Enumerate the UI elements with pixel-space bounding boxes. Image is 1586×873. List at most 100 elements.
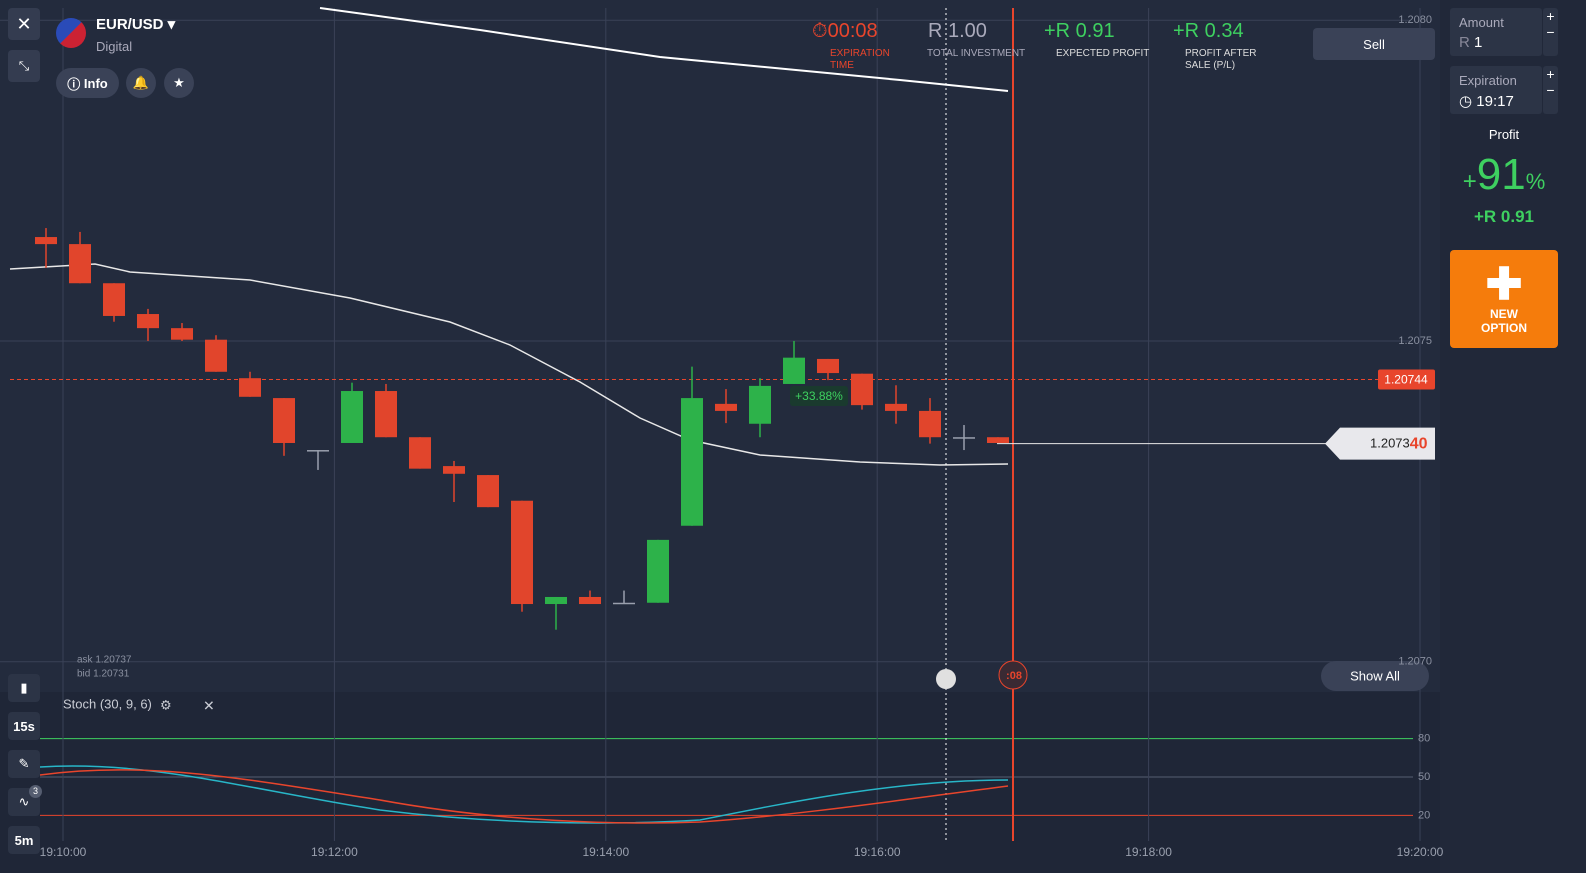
moving-average <box>9 263 1009 466</box>
draw-button[interactable]: ✎ <box>8 750 40 778</box>
investment-label: TOTAL INVESTMENT <box>927 48 1026 59</box>
timer-badge: :08 <box>1006 670 1022 682</box>
profit-amount: +R 0.91 <box>1473 207 1534 226</box>
current-price: 1.207340 <box>1370 436 1428 453</box>
candle-body <box>443 466 465 474</box>
alert-button[interactable]: 🔔 <box>126 68 156 98</box>
amount-box[interactable]: Amount R 1 <box>1450 8 1542 56</box>
indicator-bg <box>0 692 1440 873</box>
y-tick-label: 1.2075 <box>1398 335 1432 347</box>
amount-stepper[interactable]: + − <box>1543 8 1558 56</box>
candle-body <box>545 596 567 605</box>
timer-value: 00:08 <box>827 20 878 42</box>
expiration[interactable]: ◷ 19:17 <box>1459 93 1514 110</box>
expiration-stepper[interactable]: + − <box>1543 66 1558 114</box>
amount-label: Amount <box>1459 15 1504 30</box>
info-button[interactable]: ⓘ Info <box>56 68 119 98</box>
candle-body <box>987 437 1009 443</box>
asset[interactable]: EUR/USD <box>96 16 164 33</box>
favorite-button[interactable]: ★ <box>164 68 194 98</box>
price-main: 1.2073 <box>1370 436 1410 451</box>
profit-sign: + <box>1462 168 1477 195</box>
candle-body <box>409 437 431 469</box>
timer-label: EXPIRATION TIME <box>830 48 890 71</box>
candle-body <box>35 237 57 245</box>
strike-label: 1.20744 <box>1384 373 1428 387</box>
y-tick-label: 1.2070 <box>1398 656 1432 668</box>
candle-body <box>273 398 295 443</box>
stoch-k <box>39 765 1009 824</box>
candle-body <box>749 385 771 424</box>
expected-profit: +R 0.91 <box>1044 20 1115 42</box>
x-tick-label: 19:10:00 <box>40 845 87 859</box>
x-tick-label: 19:20:00 <box>1397 845 1444 859</box>
candle-body <box>375 391 397 438</box>
percent-sign: % <box>1525 169 1546 194</box>
trade-label: +33.88% <box>795 389 843 403</box>
candle-body <box>715 403 737 411</box>
indicator-name: Stoch (30, 9, 6) <box>63 696 152 711</box>
x-tick-label: 19:16:00 <box>854 845 901 859</box>
show-all-button[interactable] <box>1321 661 1429 691</box>
candle-body <box>885 403 907 411</box>
ask: ask 1.20737 <box>77 655 132 666</box>
current-price-tag <box>1325 427 1435 460</box>
candle-body <box>851 373 873 406</box>
expiration-box[interactable]: Expiration ◷ 19:17 <box>1450 66 1542 114</box>
candle-body <box>783 357 805 384</box>
price-last: 40 <box>1410 436 1428 453</box>
asset-name[interactable]: EUR/USD ▾ <box>96 16 176 33</box>
close-icon[interactable]: ✕ <box>203 698 215 714</box>
investment: R 1.00 <box>928 20 987 42</box>
stoch-level-label: 50 <box>1418 771 1430 783</box>
candle-body <box>103 283 125 316</box>
collapse-button[interactable]: ⤡ <box>8 50 40 82</box>
new-option-button[interactable]: ✚ NEW OPTION <box>1450 250 1558 348</box>
strike-label-bg <box>1378 369 1435 390</box>
bid: bid 1.20731 <box>77 669 130 680</box>
timer-badge-bg <box>998 660 1028 690</box>
show-all[interactable]: Show All <box>1350 668 1400 683</box>
candle-body <box>171 328 193 340</box>
after-sale: +R 0.34 <box>1173 20 1244 42</box>
x-tick-label: 19:14:00 <box>582 845 629 859</box>
x-tick-label: 19:18:00 <box>1125 845 1172 859</box>
profit-label: Profit <box>1488 127 1520 142</box>
expected-label: EXPECTED PROFIT <box>1056 48 1150 59</box>
candle-body <box>511 500 533 605</box>
info[interactable]: Info <box>83 75 108 91</box>
stopwatch-icon <box>936 669 956 689</box>
sell-button[interactable]: Sell <box>1313 28 1435 60</box>
candle-body <box>817 358 839 374</box>
expiration-label: Expiration <box>1459 73 1517 88</box>
x-tick-label: 19:12:00 <box>311 845 358 859</box>
trade-label-bg <box>790 386 848 406</box>
chart-type-button[interactable]: ▮ <box>8 674 40 702</box>
timer: ⏱00:08 <box>812 20 878 42</box>
period-button[interactable]: 15s <box>8 712 40 740</box>
new-option[interactable]: NEW OPTION <box>1480 307 1527 335</box>
moving-average <box>319 7 1009 92</box>
amount-value[interactable]: 1 <box>1474 34 1483 51</box>
y-tick-label: 1.2080 <box>1398 14 1432 26</box>
stoch-level-label: 20 <box>1418 809 1430 821</box>
candle-body <box>953 437 975 439</box>
chart-period-button[interactable]: 5m <box>8 826 40 854</box>
close-button[interactable]: ✕ <box>8 8 40 40</box>
expiration-value[interactable]: 19:17 <box>1476 93 1514 110</box>
profit-value: 91 <box>1476 150 1526 199</box>
candle-body <box>239 378 261 397</box>
candle-body <box>681 398 703 526</box>
candle-body <box>579 596 601 605</box>
after-sale-label: PROFIT AFTER SALE (P/L) <box>1185 48 1257 71</box>
asset-type: Digital <box>96 39 133 54</box>
amount[interactable]: R 1 <box>1459 34 1482 51</box>
candle-body <box>919 410 941 438</box>
candle-body <box>477 475 499 508</box>
settings-icon[interactable]: ⚙ <box>160 697 172 712</box>
candle-body <box>341 391 363 443</box>
candle-body <box>307 450 329 452</box>
indicator-count: 3 <box>29 785 42 798</box>
